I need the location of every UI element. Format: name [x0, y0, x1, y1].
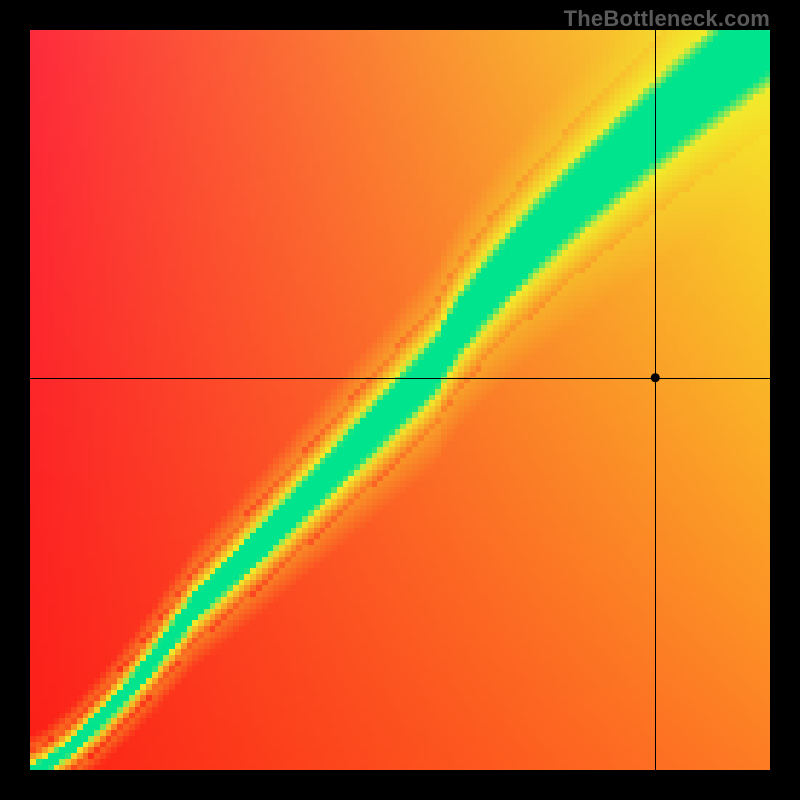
figure-container: TheBottleneck.com: [0, 0, 800, 800]
watermark-text: TheBottleneck.com: [564, 6, 770, 32]
plot-area: [30, 30, 770, 770]
bottleneck-heatmap: [30, 30, 770, 770]
